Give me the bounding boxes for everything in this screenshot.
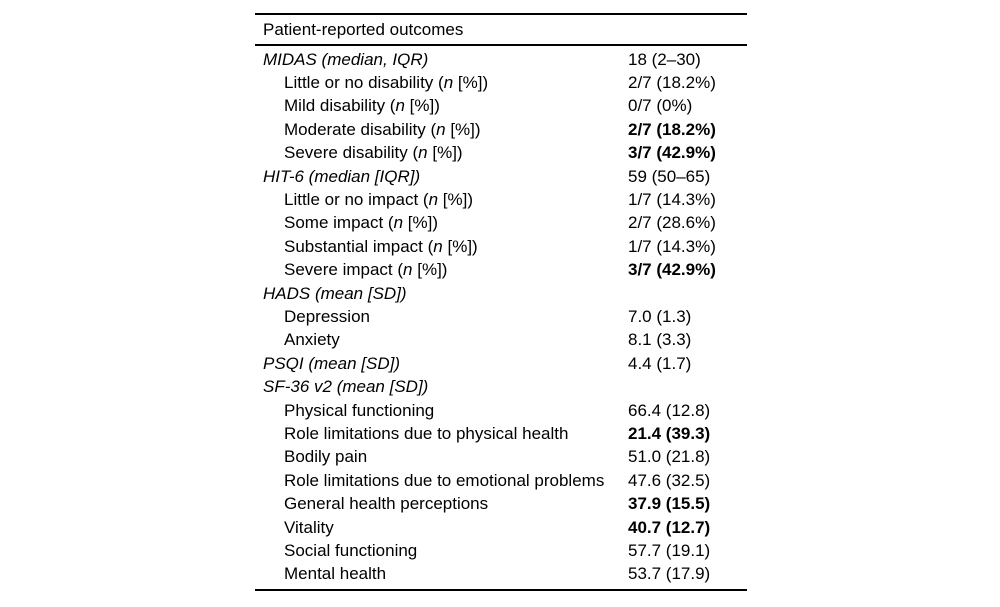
row-label: PSQI (mean [SD]) — [263, 353, 400, 373]
table-row: Role limitations due to emotional proble… — [255, 469, 747, 492]
row-value: 3/7 (42.9%) — [628, 143, 716, 163]
table-body: MIDAS (median, IQR) 18 (2–30) Little or no… — [255, 46, 747, 591]
table-row: Role limitations due to physical health 2… — [255, 422, 747, 445]
row-value: 21.4 (39.3) — [628, 423, 711, 443]
row-value: 37.9 (15.5) — [628, 494, 711, 514]
table-row: SF-36 v2 (mean [SD]) — [255, 375, 747, 398]
table-row: Little or no impact (n [%]) 1/7 (14.3%) — [255, 188, 747, 211]
row-label: HADS (mean [SD]) — [263, 283, 407, 303]
row-label: Substantial impact (n [%]) — [284, 236, 478, 256]
table-row: HADS (mean [SD]) — [255, 282, 747, 305]
row-value: 2/7 (28.6%) — [628, 213, 716, 233]
row-label: Physical functioning — [284, 400, 435, 420]
row-value: 4.4 (1.7) — [628, 353, 692, 373]
row-label: Role limitations due to emotional proble… — [284, 470, 605, 490]
row-label: Social functioning — [284, 540, 418, 560]
row-label: Little or no impact (n [%]) — [284, 190, 473, 210]
table-row: HIT-6 (median [IQR]) 59 (50–65) — [255, 165, 747, 188]
table-row: PSQI (mean [SD]) 4.4 (1.7) — [255, 352, 747, 375]
row-label: HIT-6 (median [IQR]) — [263, 166, 421, 186]
row-value: 66.4 (12.8) — [628, 400, 711, 420]
row-value: 57.7 (19.1) — [628, 540, 711, 560]
row-value: 7.0 (1.3) — [628, 306, 692, 326]
row-value: 3/7 (42.9%) — [628, 260, 716, 280]
table-row: Depression 7.0 (1.3) — [255, 305, 747, 328]
table-row: MIDAS (median, IQR) 18 (2–30) — [255, 48, 747, 71]
row-value: 47.6 (32.5) — [628, 470, 711, 490]
table-row: Physical functioning 66.4 (12.8) — [255, 399, 747, 422]
row-label: Severe disability (n [%]) — [284, 143, 463, 163]
table-row: Mental health 53.7 (17.9) — [255, 563, 747, 586]
row-label: Role limitations due to physical health — [284, 423, 569, 443]
row-value: 0/7 (0%) — [628, 96, 693, 116]
row-label: Depression — [284, 306, 370, 326]
row-label: Anxiety — [284, 330, 340, 350]
row-label: Bodily pain — [284, 447, 368, 467]
row-label: SF-36 v2 (mean [SD]) — [263, 377, 429, 397]
row-value: 53.7 (17.9) — [628, 564, 711, 584]
row-label: Moderate disability (n [%]) — [284, 119, 481, 139]
table-row: Anxiety 8.1 (3.3) — [255, 329, 747, 352]
row-label: Severe impact (n [%]) — [284, 260, 448, 280]
row-value: 1/7 (14.3%) — [628, 236, 716, 256]
table-row: Moderate disability (n [%]) 2/7 (18.2%) — [255, 118, 747, 141]
table-title: Patient-reported outcomes — [263, 19, 464, 39]
row-value: 40.7 (12.7) — [628, 517, 711, 537]
row-value: 59 (50–65) — [628, 166, 711, 186]
row-label: Mild disability (n [%]) — [284, 96, 440, 116]
table-row: General health perceptions 37.9 (15.5) — [255, 492, 747, 515]
row-value: 8.1 (3.3) — [628, 330, 692, 350]
outcomes-table: Patient-reported outcomes MIDAS (median,… — [255, 13, 747, 591]
row-label: Mental health — [284, 564, 387, 584]
row-label: Vitality — [284, 517, 334, 537]
row-value: 51.0 (21.8) — [628, 447, 711, 467]
table-row: Vitality 40.7 (12.7) — [255, 516, 747, 539]
row-label: General health perceptions — [284, 494, 489, 514]
table-header-row: Patient-reported outcomes — [255, 15, 747, 46]
row-label: Little or no disability (n [%]) — [284, 73, 489, 93]
table-row: Social functioning 57.7 (19.1) — [255, 539, 747, 562]
row-label: MIDAS (median, IQR) — [263, 49, 429, 69]
table-row: Mild disability (n [%]) 0/7 (0%) — [255, 95, 747, 118]
table-row: Severe impact (n [%]) 3/7 (42.9%) — [255, 259, 747, 282]
row-value: 1/7 (14.3%) — [628, 190, 716, 210]
table-row: Substantial impact (n [%]) 1/7 (14.3%) — [255, 235, 747, 258]
row-label: Some impact (n [%]) — [284, 213, 439, 233]
row-value: 2/7 (18.2%) — [628, 73, 716, 93]
row-value: 2/7 (18.2%) — [628, 119, 716, 139]
table-row: Bodily pain 51.0 (21.8) — [255, 446, 747, 469]
table-row: Severe disability (n [%]) 3/7 (42.9%) — [255, 142, 747, 165]
table-row: Some impact (n [%]) 2/7 (28.6%) — [255, 212, 747, 235]
row-value: 18 (2–30) — [628, 49, 701, 69]
table-row: Little or no disability (n [%]) 2/7 (18.2… — [255, 71, 747, 94]
